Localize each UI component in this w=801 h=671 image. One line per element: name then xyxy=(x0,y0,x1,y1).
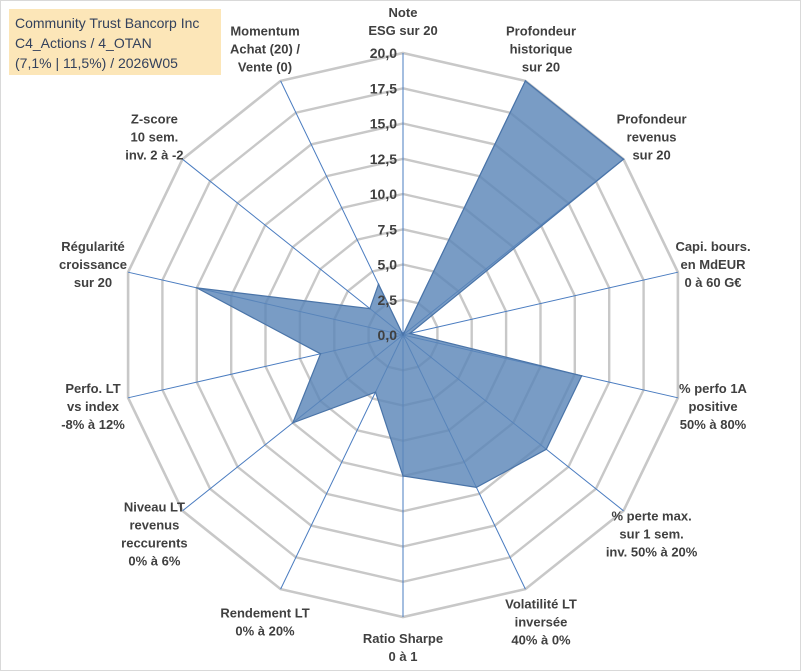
axis-label-line: 50% à 80% xyxy=(680,417,747,432)
axis-label-line: Ratio Sharpe xyxy=(363,631,443,646)
axis-label-line: sur 1 sem. xyxy=(619,526,683,541)
title-line-category: C4_Actions / 4_OTAN xyxy=(15,35,152,51)
tick-label: 10,0 xyxy=(370,186,397,202)
data-point xyxy=(319,353,322,355)
axis-label-line: Profondeur xyxy=(617,112,687,127)
axis-label: Volatilité LT inversée 40% à 0% xyxy=(505,597,577,648)
data-point xyxy=(475,486,478,489)
axis-label: Z-score 10 sem. inv. 2 à -2 xyxy=(125,112,183,163)
axis-label: % perfo 1A positive 50% à 80% xyxy=(679,381,748,432)
axis-spoke xyxy=(402,271,679,336)
axis-label-layer: Note ESG sur 20 Profondeur historique sur 20… xyxy=(59,5,751,664)
axis-label-line: revenus xyxy=(129,517,179,532)
data-point xyxy=(524,80,527,82)
axis-label-line: Note xyxy=(389,5,418,20)
axis-label-line: Régularité xyxy=(61,239,125,254)
axis-label-line: inversée xyxy=(515,615,568,630)
axis-label-line: 0% à 6% xyxy=(128,553,180,568)
axis-label-line: 0% à 20% xyxy=(235,624,295,639)
title-line-company: Community Trust Bancorp Inc xyxy=(15,15,200,31)
axis-label: Rendement LT 0% à 20% xyxy=(220,606,309,639)
tick-label: 17,5 xyxy=(370,80,397,96)
axis-label-line: Capi. bours. xyxy=(675,239,750,254)
data-point xyxy=(377,283,380,286)
tick-label: 2,5 xyxy=(378,292,398,308)
tick-label: 0,0 xyxy=(378,327,398,343)
axis-label-line: Z-score xyxy=(131,112,178,127)
data-point xyxy=(369,307,371,310)
axis-label-line: Perfo. LT xyxy=(65,381,120,396)
axis-label-line: 0 à 60 G€ xyxy=(684,275,741,290)
axis-label-line: sur 20 xyxy=(522,60,560,75)
axis-label-line: vs index xyxy=(67,399,120,414)
axis-label: Régularité croissance sur 20 xyxy=(59,239,127,290)
title-line-stats: (7,1% | 11,5%) / 2026W05 xyxy=(15,55,178,71)
axis-label-line: Vente (0) xyxy=(238,60,292,75)
axis-label-line: Rendement LT xyxy=(220,606,309,621)
data-point xyxy=(409,332,411,335)
axis-label-line: croissance xyxy=(59,257,127,272)
axis-label: Momentum Achat (20) / Vente (0) xyxy=(230,24,300,75)
axis-label-line: historique xyxy=(510,42,573,57)
axis-label: Note ESG sur 20 xyxy=(368,5,437,38)
tick-label: 20,0 xyxy=(370,45,397,61)
axis-label-line: reccurents xyxy=(121,535,187,550)
axis-label-line: Achat (20) / xyxy=(230,42,300,57)
data-point xyxy=(580,375,583,377)
axis-label: Profondeur historique sur 20 xyxy=(506,24,576,75)
axis-label-line: 40% à 0% xyxy=(511,633,571,648)
data-point xyxy=(402,334,404,336)
axis-label-line: % perfo 1A xyxy=(679,381,748,396)
axis-label-line: sur 20 xyxy=(74,275,112,290)
axis-label-line: Momentum xyxy=(230,24,299,39)
data-point xyxy=(292,422,294,424)
data-point xyxy=(196,287,198,289)
data-point xyxy=(545,448,548,451)
axis-label-line: Volatilité LT xyxy=(505,597,577,612)
axis-label: Profondeur revenus sur 20 xyxy=(617,112,687,163)
axis-label-line: % perte max. xyxy=(611,508,691,523)
axis-label-line: 10 sem. xyxy=(131,130,179,145)
tick-label: 12,5 xyxy=(370,151,397,167)
axis-label-line: revenus xyxy=(627,130,677,145)
tick-label: 7,5 xyxy=(378,221,398,237)
axis-label-line: inv. 50% à 20% xyxy=(606,544,698,559)
axis-spoke xyxy=(182,158,404,336)
data-point xyxy=(622,158,625,160)
axis-label: Ratio Sharpe 0 à 1 xyxy=(363,631,443,664)
axis-label-line: Profondeur xyxy=(506,24,576,39)
tick-label: 5,0 xyxy=(378,257,398,273)
axis-label-line: en MdEUR xyxy=(681,257,747,272)
title-box: Community Trust Bancorp Inc C4_Actions /… xyxy=(9,9,221,75)
tick-label: 15,0 xyxy=(370,116,397,132)
tick-label-layer: 0,0 2,5 5,0 7,5 10,0 12,5 15,0 17,5 20,0 xyxy=(370,45,397,343)
axis-label-line: ESG sur 20 xyxy=(368,23,437,38)
data-point xyxy=(374,391,377,394)
data-point xyxy=(402,475,404,477)
axis-label-line: inv. 2 à -2 xyxy=(125,148,183,163)
axis-label-line: Niveau LT xyxy=(124,499,185,514)
axis-label-line: sur 20 xyxy=(632,148,670,163)
axis-label: Perfo. LT vs index -8% à 12% xyxy=(61,381,125,432)
axis-label-line: positive xyxy=(688,399,737,414)
data-area-layer xyxy=(196,79,625,489)
axis-label-line: -8% à 12% xyxy=(61,417,125,432)
axis-label: % perte max. sur 1 sem. inv. 50% à 20% xyxy=(606,508,698,559)
axis-label: Niveau LT revenus reccurents 0% à 6% xyxy=(121,499,187,568)
axis-label: Capi. bours. en MdEUR 0 à 60 G€ xyxy=(675,239,750,290)
axis-label-line: 0 à 1 xyxy=(389,649,418,664)
